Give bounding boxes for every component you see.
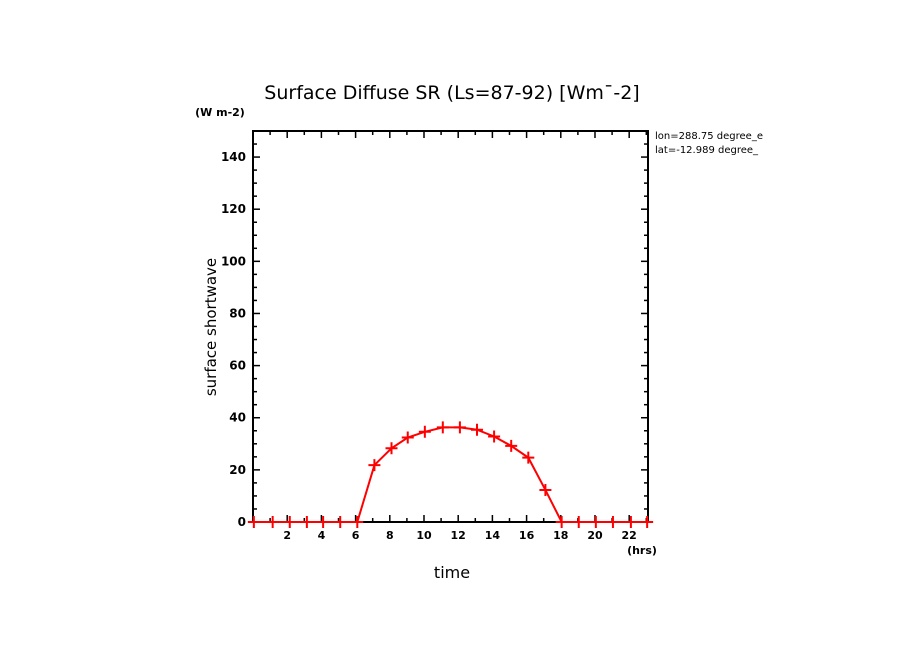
data-point-marker (453, 421, 466, 434)
data-point-marker (418, 425, 431, 438)
data-point-marker (401, 431, 414, 444)
data-point-marker (266, 516, 279, 528)
y-tick-label: 140 (221, 150, 246, 164)
data-point-marker (247, 516, 260, 528)
data-point-marker (385, 442, 398, 455)
data-point-marker (300, 516, 313, 528)
data-point-marker (471, 423, 484, 436)
x-tick-label: 4 (318, 529, 326, 542)
x-tick-label: 10 (416, 529, 432, 542)
data-point-marker (334, 516, 347, 528)
y-tick-label: 0 (238, 515, 246, 529)
data-point-marker (505, 439, 518, 452)
y-tick-label: 80 (229, 306, 246, 320)
series-line (253, 426, 648, 523)
y-tick-label: 100 (221, 254, 246, 268)
data-point-marker (624, 516, 637, 528)
x-tick-label: 6 (352, 529, 360, 542)
data-point-marker (539, 483, 552, 496)
x-tick-label: 16 (519, 529, 535, 542)
data-point-marker (572, 516, 585, 528)
data-point-marker (351, 516, 364, 528)
x-tick-label: 20 (587, 529, 603, 542)
x-tick-label: 14 (485, 529, 501, 542)
y-tick-label: 20 (229, 463, 246, 477)
x-units-label: (hrs) (627, 544, 657, 557)
chart-title: Surface Diffuse SR (Ls=87-92) [Wm¯-2] (264, 82, 639, 104)
data-point-marker (436, 421, 449, 434)
x-tick-label: 22 (622, 529, 637, 542)
data-point-marker (555, 516, 568, 528)
data-point-marker (368, 459, 381, 472)
lon-annotation: lon=288.75 degree_e (655, 131, 763, 142)
x-tick-label: 12 (451, 529, 466, 542)
x-tick-label: 18 (553, 529, 568, 542)
data-point-marker (641, 516, 654, 528)
data-point-marker (283, 516, 296, 528)
data-point-marker (522, 451, 535, 464)
y-tick-label: 60 (229, 359, 246, 373)
data-point-marker (317, 516, 330, 528)
y-axis-label: surface shortwave (202, 258, 220, 396)
data-point-marker (589, 516, 602, 528)
lat-annotation: lat=-12.989 degree_ (655, 145, 759, 156)
x-axis-label: time (434, 563, 470, 582)
data-point-marker (488, 430, 501, 443)
y-units-label: (W m-2) (195, 106, 245, 119)
y-tick-label: 40 (229, 411, 246, 425)
x-tick-label: 8 (386, 529, 394, 542)
x-tick-label: 2 (283, 529, 291, 542)
data-point-marker (606, 516, 619, 528)
plot-frame (252, 130, 649, 523)
y-tick-label: 120 (221, 202, 246, 216)
